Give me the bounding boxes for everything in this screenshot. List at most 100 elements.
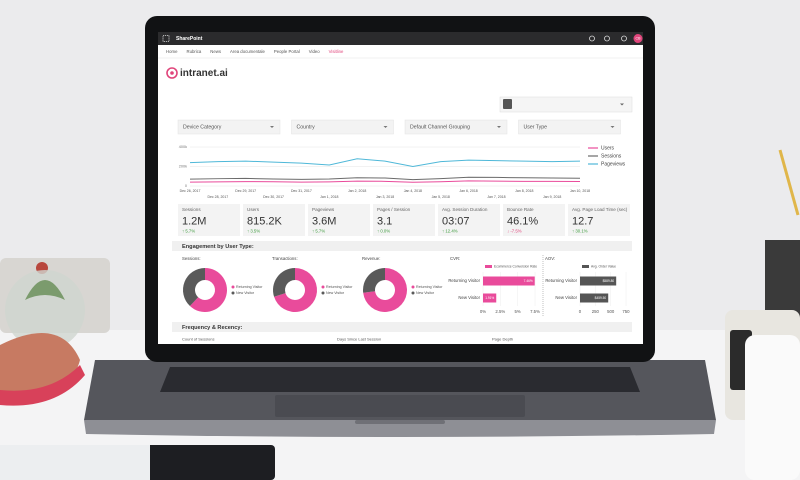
x-tick-label: Dec 28, 2017	[207, 195, 228, 199]
x-tick-label: Jan 1, 2018	[320, 195, 338, 199]
filter-caret	[610, 126, 615, 128]
avatar[interactable]	[633, 34, 643, 43]
x-tick-label: Jan 9, 2018	[543, 195, 561, 199]
filter-caret	[270, 126, 274, 128]
help-icon[interactable]	[621, 35, 627, 42]
settings-icon[interactable]	[604, 35, 610, 42]
nav-item[interactable]: Visitline	[329, 49, 344, 54]
subsection-title: Count of Sessions	[182, 337, 214, 342]
x-tick-label: Jan 5, 2018	[432, 195, 450, 199]
bar-value-label: 7.46%	[524, 279, 533, 283]
legend-label: Returning Visitor	[236, 285, 263, 289]
kpi-change: ↓ -7.5%	[507, 229, 522, 234]
legend-label: Pageviews	[601, 161, 626, 167]
legend-label: Ecommerce Conversion Rate	[494, 264, 537, 268]
nav-item[interactable]: News	[210, 49, 221, 54]
x-tick-label: Dec 29, 2017	[235, 189, 256, 193]
legend-dot	[231, 291, 235, 295]
filter-dropdown[interactable]	[291, 119, 394, 135]
x-tick-label: Jan 3, 2018	[376, 195, 394, 199]
x-tick-label: Jan 10, 2018	[570, 189, 590, 193]
kpi-card	[373, 204, 435, 236]
kpi-change: ↑ 12.4%	[442, 229, 458, 234]
logo-text: intranet.ai	[180, 68, 228, 79]
x-tick-label: Jan 7, 2018	[487, 195, 505, 199]
bar	[483, 293, 497, 303]
nav-item[interactable]: Rubrica	[186, 49, 201, 54]
legend-swatch	[582, 265, 589, 268]
app-name: SharePoint	[176, 36, 203, 42]
legend-dot	[321, 285, 325, 289]
donut-slice	[363, 268, 408, 313]
pouch-stripe	[0, 365, 85, 406]
filter-dropdown[interactable]	[518, 119, 621, 135]
avatar-initials: CB	[636, 37, 642, 41]
donut-slice	[273, 268, 295, 297]
bar	[483, 276, 535, 286]
section-bar	[172, 322, 632, 332]
kpi-card	[503, 204, 565, 236]
x-tick-label: 5%	[515, 309, 521, 314]
kpi-value: 12.7	[572, 215, 593, 227]
legend-dot	[411, 291, 415, 295]
kpi-label: Sessions	[182, 207, 201, 212]
x-tick-label: 0%	[480, 309, 486, 314]
x-tick-label: Dec 31, 2017	[291, 189, 312, 193]
kpi-label: Pageviews	[312, 207, 335, 212]
laptop-front	[84, 420, 716, 437]
filter-dropdown[interactable]	[404, 119, 508, 135]
legend-label: Returning Visitor	[326, 285, 353, 289]
succulent	[25, 280, 65, 300]
y-tick-label: 400k	[179, 145, 187, 149]
kpi-change: ↑ 0.0%	[377, 229, 390, 234]
donut-title: Revenue:	[362, 256, 380, 261]
x-tick-label: 0	[579, 309, 582, 314]
pencil	[778, 149, 800, 216]
kpi-change: ↑ 30.1%	[572, 229, 588, 234]
kpi-value: 03:07	[442, 215, 470, 227]
notifications-icon[interactable]	[589, 35, 595, 42]
y-tick-label: 0	[185, 184, 187, 188]
donut-slice	[363, 268, 385, 293]
app-launcher[interactable]	[162, 35, 170, 42]
legend-label: Users	[601, 145, 615, 151]
trend-panel	[172, 140, 632, 202]
kpi-label: Avg. Session Duration	[442, 207, 488, 212]
nav-item[interactable]: People Portal	[274, 49, 300, 54]
kpi-change: ↑ 3.5%	[247, 229, 260, 234]
nav-item[interactable]: Area documentale	[230, 49, 265, 54]
bar-title: AOV:	[545, 256, 555, 261]
donut-slice	[189, 268, 227, 313]
filter-dropdown[interactable]	[177, 119, 281, 135]
kpi-card	[178, 204, 240, 236]
legend-label: New Visitor	[236, 291, 255, 295]
date-picker[interactable]	[499, 96, 633, 113]
x-tick-label: Jan 2, 2018	[348, 189, 366, 193]
legend-label: New Visitor	[326, 291, 345, 295]
keyboard	[160, 367, 640, 392]
calendar-icon	[503, 99, 512, 109]
section-title: Engagement by User Type:	[182, 244, 254, 250]
subsection-title: Days Since Last Session	[337, 337, 381, 342]
kpi-change: ↑ 5.7%	[312, 229, 325, 234]
nav-item[interactable]: Video	[309, 49, 321, 54]
kpi-card	[308, 204, 370, 236]
mug	[745, 335, 800, 480]
kpi-value: 3.6M	[312, 215, 336, 227]
kpi-label: Users	[247, 207, 260, 212]
nav-item[interactable]: Home	[166, 49, 178, 54]
filter-label: Country	[297, 125, 316, 131]
donut-title: Transactions:	[272, 256, 298, 261]
kpi-value: 46.1%	[507, 215, 538, 227]
y-tick-label: New Visitor	[555, 295, 577, 300]
kpi-card	[243, 204, 305, 236]
x-tick-label: 250	[592, 309, 600, 314]
legend-label: Sessions	[601, 153, 622, 159]
legend-label: Avg. Order Value	[591, 264, 616, 268]
kpi-value: 1.2M	[182, 215, 206, 227]
section-title: Frequency & Recency:	[182, 325, 242, 331]
subsection-title: Page Depth	[492, 337, 513, 342]
y-tick-label: 200k	[179, 165, 187, 169]
